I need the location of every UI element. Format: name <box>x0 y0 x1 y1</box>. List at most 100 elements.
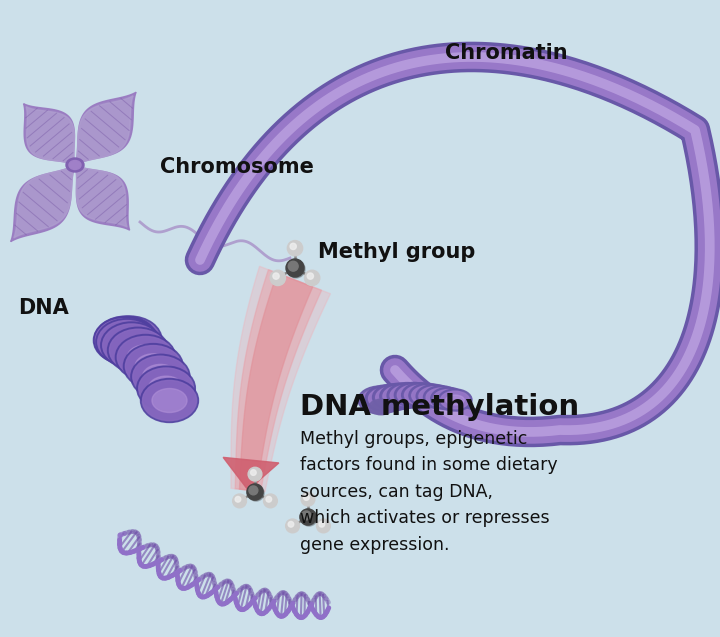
Ellipse shape <box>107 327 145 353</box>
Circle shape <box>248 468 262 481</box>
Ellipse shape <box>123 343 183 389</box>
Ellipse shape <box>103 324 161 366</box>
Ellipse shape <box>152 389 187 413</box>
Ellipse shape <box>365 385 408 412</box>
Ellipse shape <box>412 386 444 405</box>
Ellipse shape <box>94 317 156 364</box>
Polygon shape <box>231 266 330 492</box>
Ellipse shape <box>431 387 466 410</box>
Ellipse shape <box>98 316 162 364</box>
Ellipse shape <box>425 391 445 401</box>
Polygon shape <box>235 269 322 491</box>
Ellipse shape <box>418 390 438 401</box>
Ellipse shape <box>446 395 464 405</box>
Ellipse shape <box>376 387 412 408</box>
Ellipse shape <box>441 391 469 409</box>
Ellipse shape <box>98 320 156 363</box>
Ellipse shape <box>423 386 459 409</box>
Ellipse shape <box>403 389 425 401</box>
Polygon shape <box>75 165 127 227</box>
Ellipse shape <box>419 387 450 406</box>
Ellipse shape <box>100 318 160 362</box>
Ellipse shape <box>374 403 388 412</box>
Circle shape <box>270 270 286 285</box>
Polygon shape <box>75 96 133 165</box>
Circle shape <box>266 496 271 502</box>
Circle shape <box>247 484 263 500</box>
Ellipse shape <box>132 356 188 397</box>
Ellipse shape <box>69 161 81 169</box>
Ellipse shape <box>382 391 405 403</box>
Ellipse shape <box>416 384 453 408</box>
Ellipse shape <box>101 322 162 368</box>
Ellipse shape <box>96 318 156 362</box>
Circle shape <box>273 273 279 279</box>
Ellipse shape <box>405 385 437 405</box>
Circle shape <box>304 495 309 501</box>
Ellipse shape <box>107 327 168 373</box>
Circle shape <box>319 522 325 527</box>
Ellipse shape <box>397 385 431 405</box>
Ellipse shape <box>117 336 174 378</box>
Ellipse shape <box>433 390 463 408</box>
Ellipse shape <box>377 404 385 410</box>
Ellipse shape <box>109 329 166 371</box>
Ellipse shape <box>369 399 393 415</box>
Ellipse shape <box>369 387 405 410</box>
Polygon shape <box>75 165 130 230</box>
Circle shape <box>307 273 313 279</box>
Ellipse shape <box>137 366 195 410</box>
Ellipse shape <box>110 327 150 353</box>
Circle shape <box>305 270 320 285</box>
Circle shape <box>248 485 264 501</box>
Circle shape <box>251 469 256 475</box>
Polygon shape <box>14 165 75 238</box>
Ellipse shape <box>402 383 440 408</box>
Circle shape <box>249 486 258 495</box>
Ellipse shape <box>410 389 431 401</box>
Ellipse shape <box>431 392 451 403</box>
Circle shape <box>287 260 305 278</box>
Ellipse shape <box>106 327 144 354</box>
Circle shape <box>264 494 277 508</box>
Ellipse shape <box>131 354 190 399</box>
Circle shape <box>286 519 300 533</box>
Ellipse shape <box>120 338 156 363</box>
Ellipse shape <box>96 318 158 366</box>
Circle shape <box>302 511 311 520</box>
Ellipse shape <box>438 389 472 411</box>
Polygon shape <box>240 273 312 491</box>
Circle shape <box>287 241 302 256</box>
Ellipse shape <box>390 385 424 406</box>
Ellipse shape <box>389 390 412 402</box>
Polygon shape <box>11 165 75 241</box>
Circle shape <box>288 261 298 271</box>
Ellipse shape <box>395 382 434 408</box>
Ellipse shape <box>108 329 146 355</box>
Ellipse shape <box>372 384 415 411</box>
Ellipse shape <box>368 394 392 406</box>
Ellipse shape <box>383 385 418 407</box>
Circle shape <box>233 494 246 508</box>
Circle shape <box>288 522 294 527</box>
Ellipse shape <box>372 401 390 413</box>
Polygon shape <box>26 107 75 165</box>
Ellipse shape <box>140 378 199 422</box>
Ellipse shape <box>438 394 458 404</box>
Circle shape <box>301 510 317 526</box>
Ellipse shape <box>426 388 456 406</box>
Ellipse shape <box>94 316 158 364</box>
Circle shape <box>301 492 315 506</box>
Ellipse shape <box>96 318 154 362</box>
Ellipse shape <box>66 158 84 172</box>
Circle shape <box>300 509 316 525</box>
Text: DNA methylation: DNA methylation <box>300 393 579 421</box>
Text: Chromatin: Chromatin <box>445 43 567 63</box>
Ellipse shape <box>127 345 164 369</box>
Circle shape <box>290 243 297 250</box>
Ellipse shape <box>143 380 197 420</box>
Ellipse shape <box>115 334 176 380</box>
Ellipse shape <box>375 392 399 404</box>
Circle shape <box>286 259 304 277</box>
Circle shape <box>317 519 330 533</box>
